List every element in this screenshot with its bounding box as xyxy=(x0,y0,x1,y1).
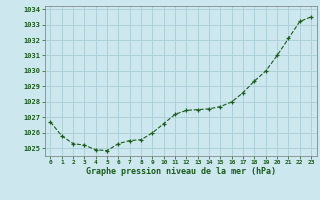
X-axis label: Graphe pression niveau de la mer (hPa): Graphe pression niveau de la mer (hPa) xyxy=(86,167,276,176)
